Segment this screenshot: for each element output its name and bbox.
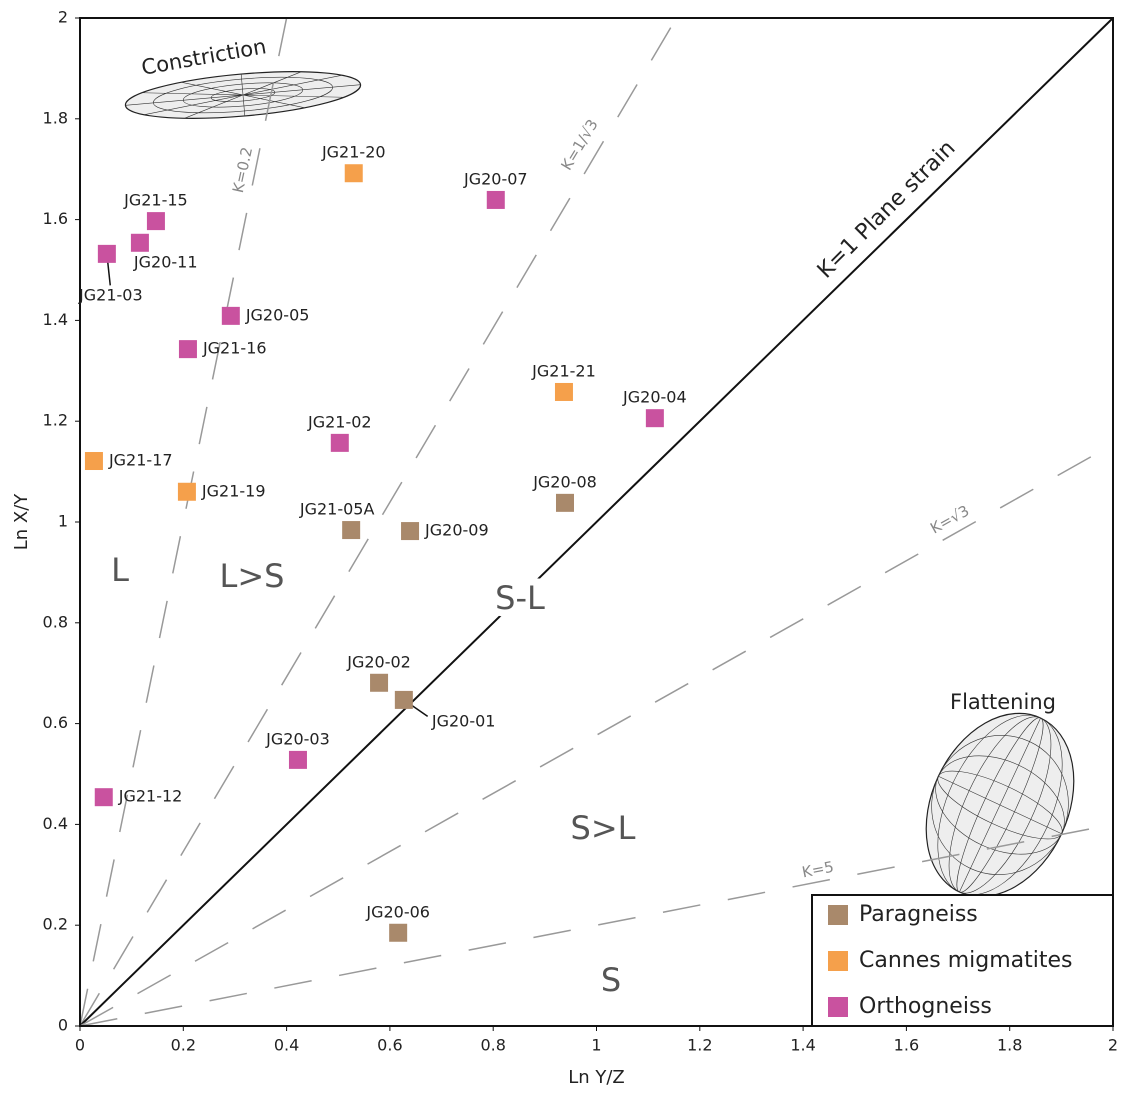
- point-label: JG21-19: [201, 481, 266, 500]
- point-label: JG20-02: [346, 652, 411, 671]
- point-label: JG20-09: [424, 521, 489, 540]
- y-tick-label: 0.4: [43, 814, 68, 833]
- point-label: JG21-20: [321, 143, 386, 162]
- x-tick-label: 1.2: [687, 1036, 712, 1055]
- legend-swatch: [828, 951, 848, 971]
- point-label: JG20-08: [532, 472, 597, 491]
- data-point: [95, 788, 113, 806]
- x-tick-label: 0.8: [480, 1036, 505, 1055]
- region-label: S>L: [571, 809, 636, 847]
- x-tick-label: 0: [75, 1036, 85, 1055]
- data-point: [179, 340, 197, 358]
- y-tick-label: 1.6: [43, 209, 68, 228]
- point-label: JG20-05: [245, 305, 310, 324]
- annotation: Flattening: [950, 690, 1056, 714]
- y-tick-label: 1.2: [43, 411, 68, 430]
- y-tick-label: 1: [58, 512, 68, 531]
- point-label: JG21-05A: [299, 500, 375, 519]
- x-tick-label: 0.6: [377, 1036, 402, 1055]
- legend-swatch: [828, 997, 848, 1017]
- data-point: [331, 434, 349, 452]
- region-label: L>S: [220, 557, 285, 595]
- data-point: [345, 164, 363, 182]
- data-point: [389, 924, 407, 942]
- data-point: [342, 521, 360, 539]
- y-tick-label: 0: [58, 1016, 68, 1035]
- region-label: S: [601, 961, 621, 999]
- y-axis-title: Ln X/Y: [11, 493, 32, 551]
- legend-swatch: [828, 905, 848, 925]
- data-point: [222, 307, 240, 325]
- point-label: JG21-16: [202, 339, 267, 358]
- data-point: [487, 191, 505, 209]
- y-tick-label: 0.6: [43, 713, 68, 732]
- data-point: [395, 691, 413, 709]
- point-label: JG20-11: [133, 252, 198, 271]
- chart: Constriction Flattening K=0.2K=1/√3K=1 P…: [0, 0, 1128, 1097]
- data-point: [289, 751, 307, 769]
- point-label: JG20-07: [463, 169, 528, 188]
- point-label: JG21-02: [307, 412, 372, 431]
- y-tick-label: 0.8: [43, 612, 68, 631]
- legend-label: Orthogneiss: [859, 994, 992, 1019]
- point-label: JG21-21: [531, 361, 596, 380]
- y-tick-label: 1.8: [43, 108, 68, 127]
- region-label: S-L: [495, 579, 545, 617]
- point-label: JG21-03: [78, 285, 143, 304]
- x-tick-label: 1.4: [790, 1036, 815, 1055]
- y-tick-label: 2: [58, 8, 68, 27]
- point-label: JG20-01: [431, 711, 496, 730]
- data-point: [401, 522, 419, 540]
- data-point: [85, 452, 103, 470]
- data-point: [646, 409, 664, 427]
- data-point: [131, 234, 149, 252]
- region-label: L: [111, 551, 129, 589]
- y-tick-label: 0.2: [43, 915, 68, 934]
- x-tick-label: 1: [591, 1036, 601, 1055]
- point-label: JG20-03: [265, 729, 330, 748]
- legend-label: Cannes migmatites: [859, 948, 1073, 973]
- point-label: JG21-15: [123, 191, 188, 210]
- legend-label: Paragneiss: [859, 902, 978, 927]
- data-point: [178, 483, 196, 501]
- data-point: [556, 494, 574, 512]
- data-point: [147, 212, 165, 230]
- x-axis-title: Ln Y/Z: [568, 1067, 625, 1088]
- x-tick-label: 1.8: [997, 1036, 1022, 1055]
- point-label: JG21-12: [118, 787, 183, 806]
- point-label: JG20-04: [622, 388, 687, 407]
- x-tick-label: 0.4: [274, 1036, 299, 1055]
- data-point: [370, 674, 388, 692]
- x-tick-label: 0.2: [171, 1036, 196, 1055]
- x-tick-label: 1.6: [894, 1036, 919, 1055]
- point-label: JG21-17: [108, 451, 173, 470]
- point-label: JG20-06: [365, 902, 430, 921]
- y-tick-label: 1.4: [43, 310, 68, 329]
- data-point: [555, 383, 573, 401]
- data-point: [98, 245, 116, 263]
- x-tick-label: 2: [1108, 1036, 1118, 1055]
